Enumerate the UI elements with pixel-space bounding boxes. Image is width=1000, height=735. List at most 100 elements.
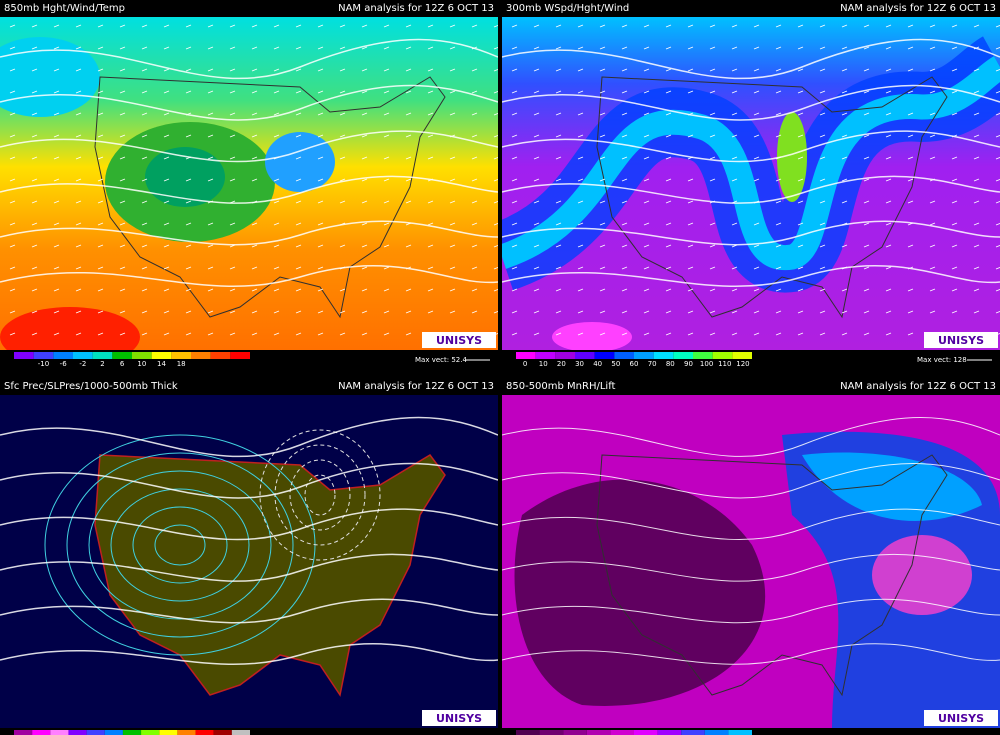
- wind-vector: [995, 310, 1000, 314]
- isobar: [110, 488, 250, 602]
- isobar: [259, 429, 381, 561]
- wind-vector: [995, 90, 1000, 94]
- wind-vector: [493, 134, 498, 138]
- wind-vector: [75, 156, 82, 160]
- wind-vector: [273, 46, 280, 50]
- wind-vector: [53, 288, 60, 292]
- rh-zone: [514, 479, 766, 706]
- colorbar-swatch: [586, 730, 611, 735]
- wind-vector: [885, 266, 892, 270]
- panel-subtitle: NAM analysis for 12Z 6 OCT 13: [338, 3, 494, 14]
- wind-vector: [427, 156, 434, 160]
- wind-vector: [295, 134, 302, 138]
- wind-vector: [687, 200, 694, 204]
- wind-vector: [995, 156, 1000, 160]
- wind-vector: [339, 288, 346, 292]
- wind-vector: [207, 288, 214, 292]
- wind-vector: [665, 68, 672, 72]
- wind-vector: [951, 24, 958, 28]
- colorbar-swatch: [159, 730, 178, 735]
- wind-vector: [405, 200, 412, 204]
- panel-subtitle: NAM analysis for 12Z 6 OCT 13: [840, 3, 996, 14]
- wind-vector: [929, 24, 936, 28]
- wind-vector: [775, 46, 782, 50]
- wind-vector: [295, 244, 302, 248]
- wind-vector: [753, 332, 760, 336]
- wind-vector: [295, 222, 302, 226]
- wind-vector: [185, 24, 192, 28]
- wind-vector: [9, 222, 16, 226]
- wind-vector: [163, 90, 170, 94]
- wind-vector: [273, 244, 280, 248]
- contour: [0, 643, 498, 665]
- wind-vector: [141, 222, 148, 226]
- wind-vector: [709, 332, 716, 336]
- wind-vector: [207, 24, 214, 28]
- wind-vector: [775, 332, 782, 336]
- wind-vector: [185, 46, 192, 50]
- wind-vector: [643, 178, 650, 182]
- wind-vector: [361, 332, 368, 336]
- colorbar-swatch: [32, 730, 51, 735]
- colorbar-swatch: [634, 730, 658, 735]
- wind-vector: [9, 112, 16, 116]
- wind-vector: [141, 90, 148, 94]
- wind-vector: [995, 134, 1000, 138]
- wind-vector: [863, 24, 870, 28]
- contour: [0, 38, 498, 80]
- wind-vector: [599, 112, 606, 116]
- wind-vector: [863, 156, 870, 160]
- wind-vector: [643, 310, 650, 314]
- wind-vector: [511, 68, 518, 72]
- wind-vector: [449, 112, 456, 116]
- wind-vector: [577, 156, 584, 160]
- panel: Sfc Prec/SLPres/1000-500mb Thick NAM anal…: [0, 381, 498, 735]
- wind-vector: [251, 46, 258, 50]
- wind-vector: [643, 68, 650, 72]
- wind-vector: [317, 288, 324, 292]
- wind-vector: [797, 288, 804, 292]
- wind-vector: [185, 222, 192, 226]
- wind-vector: [31, 200, 38, 204]
- wind-vector: [555, 222, 562, 226]
- wind-vector: [493, 68, 498, 72]
- wind-vector: [775, 200, 782, 204]
- colorbar-swatch: [210, 352, 231, 359]
- jet-core: [777, 112, 807, 202]
- wind-vector: [797, 68, 804, 72]
- colorbar-swatch: [171, 352, 191, 359]
- wind-vector: [687, 244, 694, 248]
- wind-vector: [665, 134, 672, 138]
- colorbar-swatch: [728, 730, 752, 735]
- wind-vector: [185, 332, 192, 336]
- wind-vector: [907, 156, 914, 160]
- wind-vector: [317, 156, 324, 160]
- wind-vector: [731, 266, 738, 270]
- wind-vector: [577, 134, 584, 138]
- wind-vector: [361, 178, 368, 182]
- colorbar-label: 6: [120, 360, 125, 368]
- wind-vector: [819, 112, 826, 116]
- wind-vector: [687, 46, 694, 50]
- wind-vector: [621, 288, 628, 292]
- wind-vector: [643, 222, 650, 226]
- colorbar-label: 90: [684, 360, 693, 368]
- wind-vector: [775, 222, 782, 226]
- wind-vector: [471, 244, 478, 248]
- wind-vector: [599, 266, 606, 270]
- wind-vector: [405, 46, 412, 50]
- colorbar-swatch: [68, 730, 87, 735]
- wind-vector: [643, 200, 650, 204]
- wind-vector: [9, 332, 16, 336]
- wind-vector: [273, 222, 280, 226]
- wind-vector: [753, 46, 760, 50]
- wind-vector: [185, 178, 192, 182]
- wind-vector: [621, 178, 628, 182]
- wind-vector: [709, 90, 716, 94]
- colorbar-label: 10: [137, 360, 146, 368]
- wind-vector: [427, 134, 434, 138]
- wind-vector: [907, 332, 914, 336]
- jet: [502, 56, 1000, 270]
- rh-zone: [802, 452, 982, 521]
- wind-vector: [951, 90, 958, 94]
